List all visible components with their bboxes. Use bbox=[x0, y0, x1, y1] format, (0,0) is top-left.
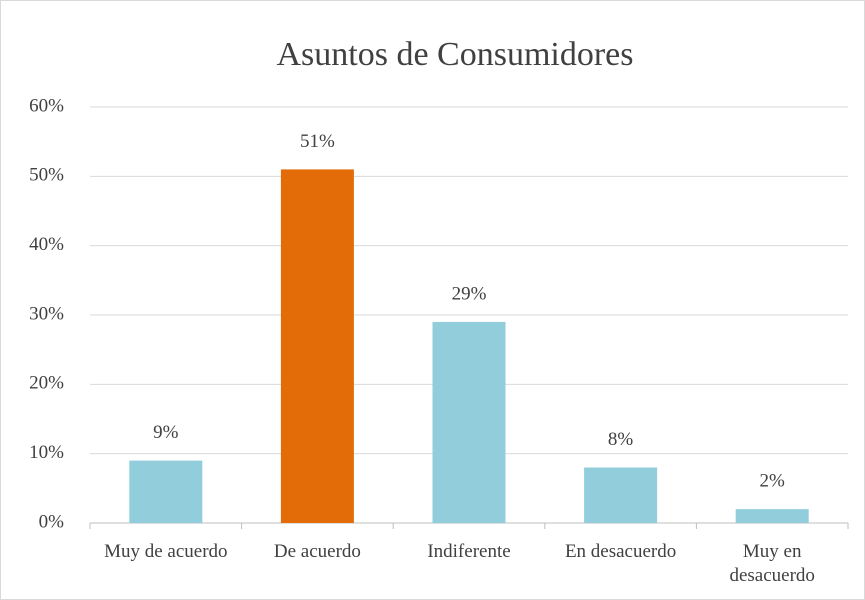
data-label: 9% bbox=[153, 422, 179, 443]
bar bbox=[129, 460, 203, 523]
y-tick-label: 10% bbox=[29, 442, 64, 463]
x-tick-label: Muy de acuerdo bbox=[104, 541, 228, 562]
chart-title: Asuntos de Consumidores bbox=[277, 36, 634, 73]
bar bbox=[584, 467, 658, 523]
y-tick-label: 60% bbox=[29, 95, 64, 116]
y-tick-label: 30% bbox=[29, 303, 64, 324]
data-label: 51% bbox=[300, 131, 335, 152]
bar bbox=[280, 169, 354, 523]
y-tick-label: 50% bbox=[29, 165, 64, 186]
data-label: 29% bbox=[452, 283, 487, 304]
y-tick-label: 40% bbox=[29, 234, 64, 255]
data-label: 2% bbox=[760, 470, 786, 491]
bar bbox=[735, 509, 809, 523]
data-label: 8% bbox=[608, 429, 634, 450]
y-tick-label: 0% bbox=[39, 511, 65, 532]
x-tick-label: Muy en desacuerdo bbox=[729, 541, 815, 586]
y-tick-label: 20% bbox=[29, 373, 64, 394]
x-tick-label: En desacuerdo bbox=[564, 541, 677, 562]
x-tick-label: De acuerdo bbox=[273, 541, 361, 562]
bar bbox=[432, 321, 506, 523]
x-tick-label: Indiferente bbox=[427, 541, 511, 562]
